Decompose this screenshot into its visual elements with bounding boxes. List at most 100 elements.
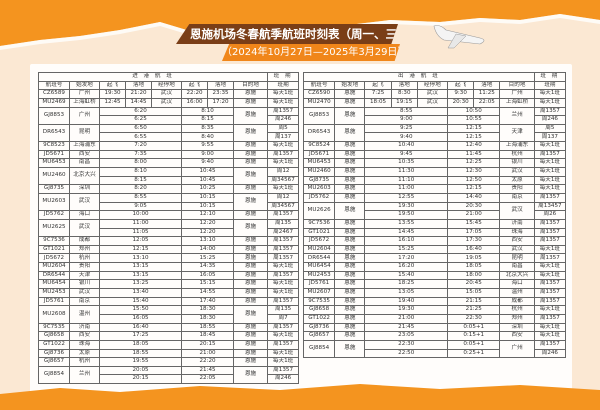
flight-number: 9C8524 — [302, 141, 336, 151]
arrival-time: 10:55 — [447, 115, 501, 125]
arrival-time: 10:45 — [181, 175, 234, 186]
departure-time: 17:20 — [364, 253, 449, 264]
table-row: 9C7535 恩施 19:40 21:15 成都 周1357 — [302, 296, 567, 307]
flight-origin: 恩施 — [334, 201, 366, 220]
departure-time: 18:25 — [364, 279, 449, 289]
flight-schedule-days: 周1357 — [533, 106, 567, 117]
column-header: 目的地 — [499, 80, 535, 91]
table-row: CZ6589 广州 19:30 21:20 武汉 22:20 23:35 恩施 每天1班 — [38, 89, 300, 99]
flight-destination: 郑州 — [499, 313, 535, 324]
flight-number: MU2453 — [38, 288, 70, 298]
section-title: 出 港 航 班 — [303, 72, 535, 82]
departure-time: 13:40 — [99, 288, 182, 298]
table-row: GT1022 珠海 18:05 20:15 恩施 周1357 — [38, 339, 300, 350]
departure-time: 19:40 — [364, 296, 449, 307]
flight-destination: 珠海 — [499, 227, 535, 238]
flight-number: MU6453 — [38, 158, 70, 169]
table-row: MU2603 武汉 8:55 10:15 恩施 周12 — [38, 192, 300, 212]
departure-time: 13:05 — [364, 288, 449, 298]
flight-schedule-days: 周1357 — [533, 218, 567, 229]
table-row: MU2626 恩施 19:30 20:30 武汉 周13457 — [302, 201, 567, 220]
flight-destination: 恩施 — [232, 288, 269, 298]
flight-destination: 银川 — [499, 158, 535, 169]
table-row: JD5671 恩施 9:45 11:45 杭州 周1357 — [302, 149, 567, 160]
flight-destination: 恩施 — [232, 339, 269, 350]
departure-time: 11:00 — [364, 184, 449, 194]
arrival-time: 0:05+1 — [447, 339, 501, 350]
flight-number: MU2453 — [302, 270, 336, 281]
departure-time: 11:30 — [364, 167, 449, 177]
flight-origin: 恩施 — [334, 227, 366, 238]
flight-origin: 恩施 — [334, 141, 366, 151]
flight-schedule-days: 周1357 — [267, 236, 300, 246]
flight-days: 每天1班 — [267, 89, 300, 99]
departure-time: 13:25 — [99, 279, 182, 289]
flight-number: GT1021 — [302, 227, 336, 238]
flight-number: MU2603 — [38, 192, 70, 212]
arrival-time: 21:25 — [447, 305, 501, 315]
inbound-flights-table: 进 港 航 班班 期航班号 始发地 起飞 落地 经停地 起飞 落地 目的地 班期 CZ6589 广州… — [37, 72, 300, 385]
arrival-time: 18:45 — [181, 331, 234, 341]
departure-time: 8:55 — [364, 106, 449, 117]
arrival-time: 18:30 — [181, 305, 234, 315]
flight-destination: 西安 — [499, 331, 535, 341]
flight-dep: 19:30 — [99, 89, 126, 99]
flight-schedule-days: 周137 — [267, 132, 300, 143]
flight-destination: 成都 — [499, 296, 535, 307]
arrival-time: 21:00 — [181, 348, 234, 359]
flight-destination: 恩施 — [232, 296, 269, 307]
departure-time: 9:45 — [364, 149, 449, 160]
arrival-time: 21:45 — [181, 365, 234, 376]
departure-time: 10:40 — [364, 141, 449, 151]
departure-time: 11:10 — [364, 175, 449, 186]
table-row: MU6453 恩施 10:35 12:25 银川 每天1班 — [302, 158, 567, 169]
flight-origin: 恩施 — [334, 322, 366, 333]
flight-schedule-days: 周1357 — [267, 106, 300, 117]
arrival-time: 12:20 — [181, 218, 234, 229]
flight-origin: 恩施 — [334, 236, 366, 246]
flight-number: GT1021 — [38, 244, 70, 255]
flight-origin: 郑州 — [69, 244, 100, 255]
section-header-row: 进 港 航 班班 期 — [37, 72, 300, 82]
departure-time: 13:15 — [99, 270, 182, 281]
arrival-time: 15:15 — [181, 279, 234, 289]
flight-arr2: 22:05 — [473, 97, 501, 108]
flight-schedule-days: 周1357 — [533, 288, 567, 298]
table-row: MU2469 上海虹桥 12:45 14:45 武汉 16:00 17:20 恩施 每天1班 — [38, 97, 300, 108]
flight-destination: 济南 — [499, 218, 535, 229]
departure-time: 9:00 — [364, 115, 449, 125]
flight-number: GJ8736 — [302, 322, 336, 333]
flight-schedule-days: 周7 — [267, 313, 300, 324]
flight-schedule-days: 每天1班 — [533, 270, 567, 281]
table-row: GT1021 恩施 14:45 17:05 珠海 周1357 — [302, 227, 567, 238]
flight-number: DR6544 — [302, 253, 336, 264]
arrival-time: 12:30 — [447, 167, 501, 177]
flight-dep: 18:05 — [364, 97, 392, 108]
table-row: MU2604 恩施 15:25 16:40 武汉 每天1班 — [302, 244, 567, 255]
departure-time: 22:30 — [364, 339, 449, 350]
flight-schedule-days: 周1357 — [533, 296, 567, 307]
flight-schedule-days: 周5 — [267, 123, 300, 134]
flight-destination: 上海浦东 — [499, 141, 535, 151]
flight-destination: 恩施 — [232, 331, 269, 341]
arrival-time: 12:15 — [447, 132, 501, 143]
departure-time: 7:20 — [99, 141, 182, 151]
departure-time: 12:15 — [99, 244, 182, 255]
flight-origin: 恩施 — [334, 313, 366, 324]
flight-to: 恩施 — [232, 97, 269, 108]
table-row: JD5672 恩施 16:10 17:30 西安 周1357 — [302, 236, 567, 246]
flight-number: 9C7536 — [302, 218, 336, 229]
flight-schedule-days: 每天1班 — [267, 158, 300, 169]
flight-number: GJ8854 — [302, 339, 336, 359]
schedule-header: 班 期 — [267, 72, 300, 82]
flight-origin: 恩施 — [334, 253, 366, 264]
flight-number: GT1022 — [302, 313, 336, 324]
flight-number: 9C8523 — [38, 141, 70, 151]
flight-schedule-days: 周1357 — [267, 365, 300, 376]
flight-schedule-days: 每天1班 — [533, 244, 567, 255]
flight-destination: 广州 — [499, 339, 535, 359]
departure-time: 22:50 — [364, 348, 449, 359]
departure-time: 6:25 — [99, 115, 182, 125]
departure-time: 13:15 — [99, 262, 182, 272]
flight-destination: 恩施 — [232, 141, 269, 151]
